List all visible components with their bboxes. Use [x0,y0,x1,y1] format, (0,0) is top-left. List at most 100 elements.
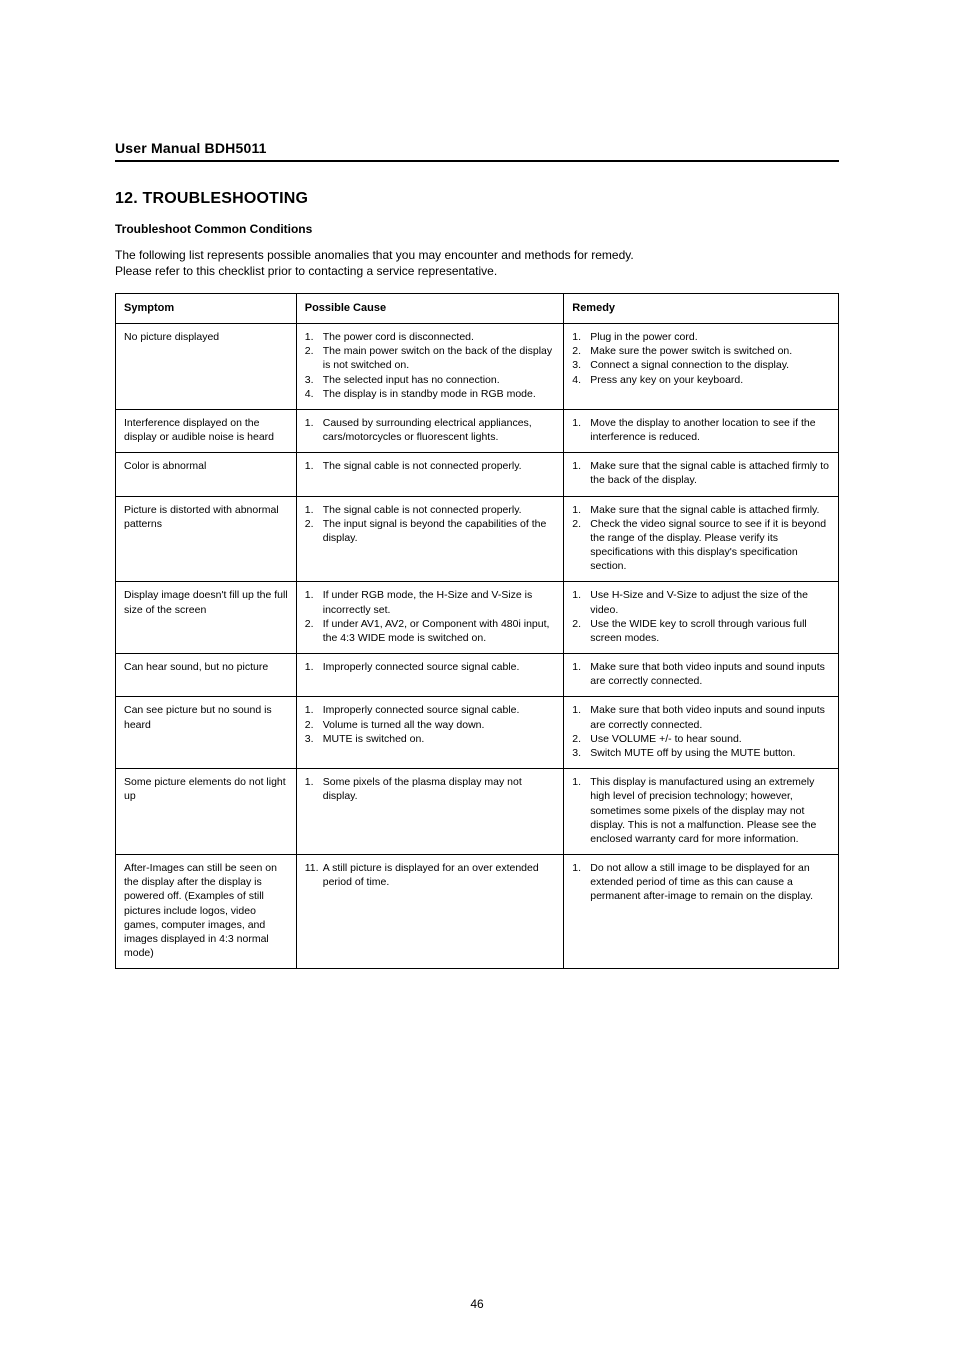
list-item-number: 2. [305,517,314,531]
list-item-number: 1. [305,588,314,602]
cell-symptom: Display image doesn't fill up the full s… [116,582,297,654]
list-item-number: 2. [572,732,581,746]
list-item-text: Make sure that both video inputs and sou… [590,661,825,687]
list-item: 3.Connect a signal connection to the dis… [590,358,830,372]
list-item-number: 1. [572,330,581,344]
list-item-number: 1. [305,459,314,473]
list-item: 1.The signal cable is not connected prop… [323,459,556,473]
cell-remedy: 1.Make sure that both video inputs and s… [564,654,839,697]
cell-cause: 1. Improperly connected source signal cab… [296,697,564,769]
list-item-number: 2. [305,617,314,631]
list-item-number: 1. [572,588,581,602]
list-item: 3.The selected input has no connection. [323,373,556,387]
list-item: 3.Switch MUTE off by using the MUTE butt… [590,746,830,760]
cell-remedy: 1.Make sure that both video inputs and s… [564,697,839,769]
section-subheading: Troubleshoot Common Conditions [115,222,839,236]
list-item: 1.The signal cable is not connected prop… [323,503,556,517]
numbered-list: 1.The signal cable is not connected prop… [305,459,556,473]
numbered-list: 1.The power cord is disconnected.2.The m… [305,330,556,401]
list-item: 1.Move the display to another location t… [590,416,830,444]
numbered-list: 1. If under RGB mode, the H-Size and V-Si… [305,588,556,645]
troubleshooting-table: Symptom Possible Cause Remedy No picture… [115,293,839,969]
list-item: 1.If under RGB mode, the H-Size and V-Si… [323,588,556,616]
list-item-number: 3. [305,732,314,746]
cell-cause: 11.A still picture is displayed for an o… [296,855,564,969]
list-item-text: Check the video signal source to see if … [590,518,826,573]
numbered-list: 1.Use H-Size and V-Size to adjust the si… [572,588,830,645]
numbered-list: 1.Some pixels of the plasma display may … [305,775,556,803]
list-item: 1.Plug in the power cord. [590,330,830,344]
list-item-number: 2. [572,617,581,631]
list-item-number: 3. [305,373,314,387]
list-item-text: MUTE is switched on. [323,733,425,745]
cell-remedy: 1.Make sure that the signal cable is att… [564,496,839,582]
table-row: Color is abnormal 1.The signal cable is n… [116,453,839,496]
cell-symptom: Can hear sound, but no picture [116,654,297,697]
cell-symptom: Can see picture but no sound is heard [116,697,297,769]
th-remedy: Remedy [564,294,839,324]
list-item: 1.Make sure that both video inputs and s… [590,660,830,688]
list-item-text: A still picture is displayed for an over… [323,862,539,888]
list-item: 1.This display is manufactured using an … [590,775,830,846]
list-item-text: Use VOLUME +/- to hear sound. [590,733,741,745]
list-item-number: 3. [572,746,581,760]
list-item-text: The signal cable is not connected proper… [323,504,522,516]
th-symptom: Symptom [116,294,297,324]
list-item-text: Plug in the power cord. [590,331,697,343]
list-item-text: Make sure that the signal cable is attac… [590,460,829,486]
list-item-text: The power cord is disconnected. [323,331,474,343]
list-item-number: 2. [572,517,581,531]
numbered-list: 1. The signal cable is not connected prop… [305,503,556,546]
intro-line-1: The following list represents possible a… [115,248,634,262]
list-item: 2.Check the video signal source to see i… [590,517,830,574]
numbered-list: 1. Improperly connected source signal cab… [305,703,556,746]
numbered-list: 11.A still picture is displayed for an o… [305,861,556,889]
list-item-number: 3. [572,358,581,372]
cell-symptom: Interference displayed on the display or… [116,409,297,452]
numbered-list: 1.Make sure that the signal cable is att… [572,459,830,487]
list-item-text: If under AV1, AV2, or Component with 480… [323,618,550,644]
cell-remedy: 1.Make sure that the signal cable is att… [564,453,839,496]
list-item-text: Improperly connected source signal cable… [323,704,520,716]
list-item-number: 1. [572,775,581,789]
list-item-text: Connect a signal connection to the displ… [590,359,789,371]
list-item-number: 4. [572,373,581,387]
list-item-text: Make sure the power switch is switched o… [590,345,792,357]
intro-text: The following list represents possible a… [115,248,839,279]
numbered-list: 1.Improperly connected source signal cab… [305,660,556,674]
numbered-list: 1.This display is manufactured using an … [572,775,830,846]
list-item-text: Make sure that both video inputs and sou… [590,704,825,730]
cell-symptom: Color is abnormal [116,453,297,496]
list-item: 1.Use H-Size and V-Size to adjust the si… [590,588,830,616]
list-item: 1.The power cord is disconnected. [323,330,556,344]
list-item: 2.Volume is turned all the way down. [323,718,556,732]
list-item-text: If under RGB mode, the H-Size and V-Size… [323,589,533,615]
list-item-number: 1. [305,703,314,717]
list-item: 1.Make sure that both video inputs and s… [590,703,830,731]
list-item: 2.Make sure the power switch is switched… [590,344,830,358]
numbered-list: 1.Do not allow a still image to be displ… [572,861,830,904]
table-row: Can hear sound, but no picture 1.Improper… [116,654,839,697]
cell-symptom: Some picture elements do not light up [116,769,297,855]
list-item: 1.Make sure that the signal cable is att… [590,503,830,517]
list-item-text: The selected input has no connection. [323,374,500,386]
document-page: User Manual BDH5011 12. TROUBLESHOOTING … [0,0,954,1351]
list-item: 4.Press any key on your keyboard. [590,373,830,387]
list-item-number: 1. [305,503,314,517]
table-row: Picture is distorted with abnormal patte… [116,496,839,582]
table-row: Interference displayed on the display or… [116,409,839,452]
numbered-list: 1.Caused by surrounding electrical appli… [305,416,556,444]
table-header-row: Symptom Possible Cause Remedy [116,294,839,324]
cell-remedy: 1.Do not allow a still image to be displ… [564,855,839,969]
cell-cause: 1.Improperly connected source signal cab… [296,654,564,697]
list-item-number: 1. [305,775,314,789]
table-row: Some picture elements do not light up 1.S… [116,769,839,855]
cell-symptom: No picture displayed [116,324,297,410]
list-item: 1.Do not allow a still image to be displ… [590,861,830,904]
list-item: 3.MUTE is switched on. [323,732,556,746]
list-item-text: Volume is turned all the way down. [323,719,485,731]
header-title: User Manual BDH5011 [115,140,839,162]
th-cause: Possible Cause [296,294,564,324]
cell-cause: 1.The power cord is disconnected.2.The m… [296,324,564,410]
cell-cause: 1.The signal cable is not connected prop… [296,453,564,496]
